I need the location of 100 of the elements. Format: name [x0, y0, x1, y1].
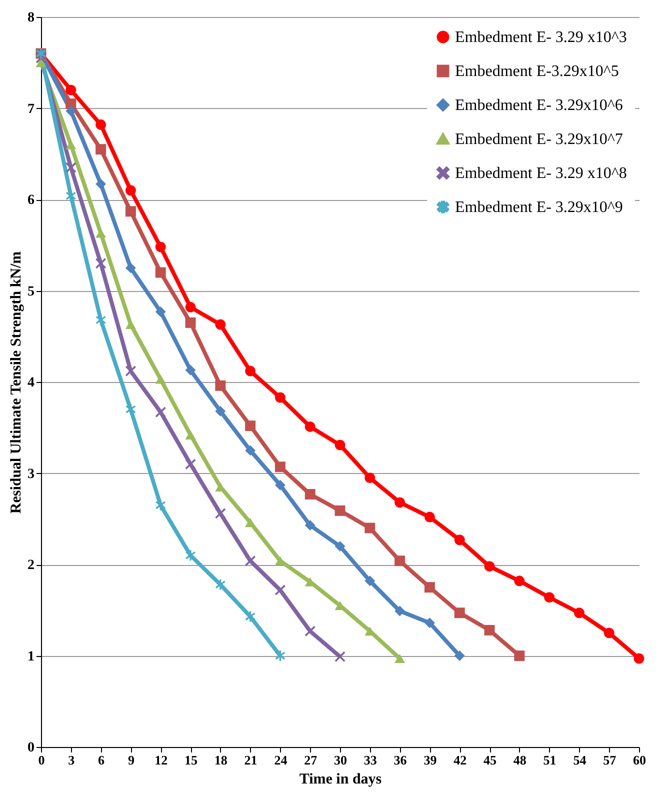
y-tick-label: 1: [28, 649, 34, 664]
point: [125, 366, 136, 376]
x-tick-label: 57: [603, 752, 617, 768]
point: [155, 374, 166, 384]
y-tick-label: 5: [28, 284, 34, 300]
x-tick-label: 12: [154, 752, 168, 768]
point: [304, 421, 316, 432]
point: [484, 624, 495, 636]
point: [66, 190, 76, 202]
x-tick-label: 54: [573, 752, 587, 768]
y-tick-label: 7: [28, 102, 34, 117]
legend-label: Embedment E- 3.29x10^6: [455, 97, 623, 114]
x-tick-label: 33: [364, 752, 378, 768]
point: [245, 556, 256, 566]
point: [215, 406, 226, 416]
point: [274, 462, 286, 472]
y-tick-label: 3: [28, 466, 34, 482]
x-tick-label: 0: [38, 752, 45, 768]
point: [364, 522, 376, 534]
point: [454, 650, 465, 661]
y-tick-label: 2: [28, 558, 34, 573]
point: [544, 592, 555, 603]
point: [125, 206, 136, 217]
point: [156, 500, 166, 510]
x-tick-label: 60: [633, 752, 646, 768]
x-tick-label: 24: [274, 752, 288, 768]
x-tick-label: 3: [68, 752, 76, 768]
point: [424, 582, 435, 593]
point: [604, 628, 614, 638]
point: [125, 262, 136, 274]
point: [96, 314, 106, 326]
point: [66, 140, 76, 150]
point: [514, 576, 525, 586]
point: [96, 178, 106, 190]
point: [334, 541, 346, 552]
point: [334, 440, 346, 450]
point: [394, 497, 406, 508]
point: [185, 430, 196, 440]
point: [96, 258, 106, 269]
point: [126, 404, 136, 415]
point: [245, 445, 256, 456]
x-tick-label: 39: [424, 752, 438, 768]
y-tick-label: 0: [28, 740, 34, 756]
y-tick-label: 8: [28, 10, 34, 26]
point: [454, 534, 465, 546]
x-tick-label: 18: [214, 752, 228, 768]
legend-label: Embedment E- 3.29 x10^8: [455, 165, 627, 182]
point: [274, 584, 286, 596]
point: [96, 119, 106, 130]
point: [304, 626, 316, 636]
point: [155, 242, 166, 252]
legend-label: Embedment E- 3.29x10^7: [455, 131, 623, 148]
point: [66, 84, 76, 96]
point: [364, 472, 376, 484]
point: [424, 618, 435, 628]
y-axis-title: Residual Ultimate Tensile Strength kN/m: [8, 250, 24, 514]
point: [96, 144, 106, 155]
point: [155, 267, 166, 278]
x-tick-label: 48: [513, 752, 527, 768]
point: [66, 98, 76, 109]
point: [215, 508, 226, 519]
x-tick-label: 36: [394, 752, 408, 768]
point: [186, 550, 196, 561]
legend-label: Embedment E- 3.29 x10^3: [455, 29, 627, 46]
x-tick-label: 15: [184, 752, 198, 768]
point: [66, 162, 76, 173]
point: [514, 650, 525, 661]
point: [334, 505, 346, 516]
point: [484, 561, 495, 572]
point: [364, 576, 376, 586]
point: [394, 654, 406, 664]
x-tick-label: 21: [244, 752, 258, 768]
x-tick-label: 27: [304, 752, 318, 768]
point: [185, 458, 196, 470]
x-tick-label: 9: [128, 752, 135, 768]
point: [66, 106, 76, 116]
point: [125, 185, 136, 196]
point: [245, 366, 256, 376]
point: [394, 556, 406, 566]
x-tick-label: 51: [543, 752, 556, 768]
point: [454, 608, 465, 618]
point: [36, 58, 46, 68]
x-tick-label: 30: [334, 752, 347, 768]
point: [334, 651, 346, 662]
point: [245, 420, 256, 432]
point: [634, 653, 644, 664]
x-tick-label: 6: [98, 752, 106, 768]
point: [155, 406, 166, 418]
legend-label: Embedment E-3.29x10^5: [455, 63, 619, 80]
legend-label: Embedment E- 3.29x10^9: [455, 199, 623, 216]
point: [394, 606, 406, 616]
x-tick-label: 45: [484, 752, 497, 768]
point: [185, 364, 196, 376]
point: [245, 611, 256, 622]
point: [274, 480, 286, 490]
x-tick-label: 42: [454, 752, 467, 768]
y-tick-label: 4: [28, 376, 34, 390]
x-axis-title: Time in days: [299, 772, 382, 788]
point: [185, 317, 196, 328]
point: [274, 392, 286, 403]
